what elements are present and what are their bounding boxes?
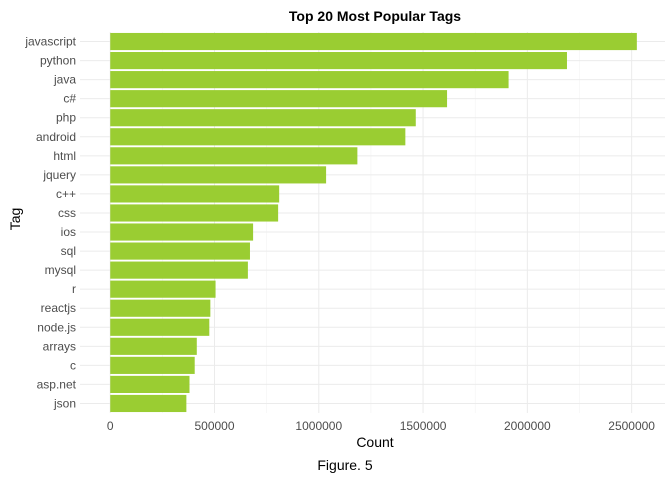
x-tick-label: 1000000 bbox=[295, 419, 342, 433]
x-tick-label: 2500000 bbox=[608, 419, 655, 433]
bar-c# bbox=[110, 90, 448, 108]
y-tick-label: mysql bbox=[45, 263, 76, 277]
y-tick-label: jquery bbox=[42, 168, 76, 182]
y-tick-label: python bbox=[40, 54, 76, 68]
y-tick-label: sql bbox=[61, 244, 76, 258]
x-tick-label: 2000000 bbox=[504, 419, 551, 433]
bar-android bbox=[110, 128, 406, 146]
bar-html bbox=[110, 147, 358, 165]
y-tick-label: c# bbox=[63, 92, 76, 106]
x-tick-label: 0 bbox=[107, 419, 114, 433]
y-tick-label: c++ bbox=[56, 187, 76, 201]
bar-arrays bbox=[110, 337, 197, 355]
bar-sql bbox=[110, 242, 250, 260]
y-axis-label: Tag bbox=[7, 208, 23, 231]
bar-r bbox=[110, 280, 216, 298]
bar-asp.net bbox=[110, 375, 190, 393]
bar-c++ bbox=[110, 185, 280, 203]
bar-php bbox=[110, 109, 416, 127]
x-tick-label: 500000 bbox=[194, 419, 234, 433]
x-axis-label: Count bbox=[356, 434, 393, 450]
y-tick-labels: javascript python java c# php android html jque… bbox=[24, 35, 76, 411]
bar-ios bbox=[110, 223, 254, 241]
bar-jquery bbox=[110, 166, 327, 184]
x-tick-label: 1500000 bbox=[400, 419, 447, 433]
figure-caption: Figure. 5 bbox=[317, 457, 372, 473]
y-tick-label: asp.net bbox=[37, 377, 77, 391]
chart-title: Top 20 Most Popular Tags bbox=[289, 8, 461, 24]
y-tick-label: json bbox=[53, 396, 76, 410]
y-tick-label: node.js bbox=[37, 320, 76, 334]
y-tick-label: c bbox=[70, 358, 76, 372]
bar-node.js bbox=[110, 318, 210, 336]
y-tick-label: html bbox=[53, 149, 76, 163]
bar-reactjs bbox=[110, 299, 211, 317]
bar-css bbox=[110, 204, 279, 222]
bar-python bbox=[110, 52, 567, 70]
y-tick-label: javascript bbox=[24, 35, 76, 49]
y-tick-label: java bbox=[53, 73, 76, 87]
y-tick-label: arrays bbox=[43, 339, 76, 353]
bar-javascript bbox=[110, 32, 637, 51]
bars bbox=[110, 32, 637, 413]
bar-c bbox=[110, 356, 195, 374]
x-tick-labels: 0 500000 1000000 1500000 2000000 2500000 bbox=[107, 419, 655, 433]
y-tick-label: reactjs bbox=[41, 301, 76, 315]
bar-json bbox=[110, 394, 187, 413]
y-tick-label: r bbox=[72, 282, 76, 296]
y-tick-label: android bbox=[36, 130, 76, 144]
y-tick-label: css bbox=[58, 206, 76, 220]
y-tick-label: ios bbox=[61, 225, 76, 239]
y-tick-label: php bbox=[56, 111, 76, 125]
bar-java bbox=[110, 71, 509, 89]
grid-lines bbox=[80, 32, 665, 413]
bar-mysql bbox=[110, 261, 248, 279]
